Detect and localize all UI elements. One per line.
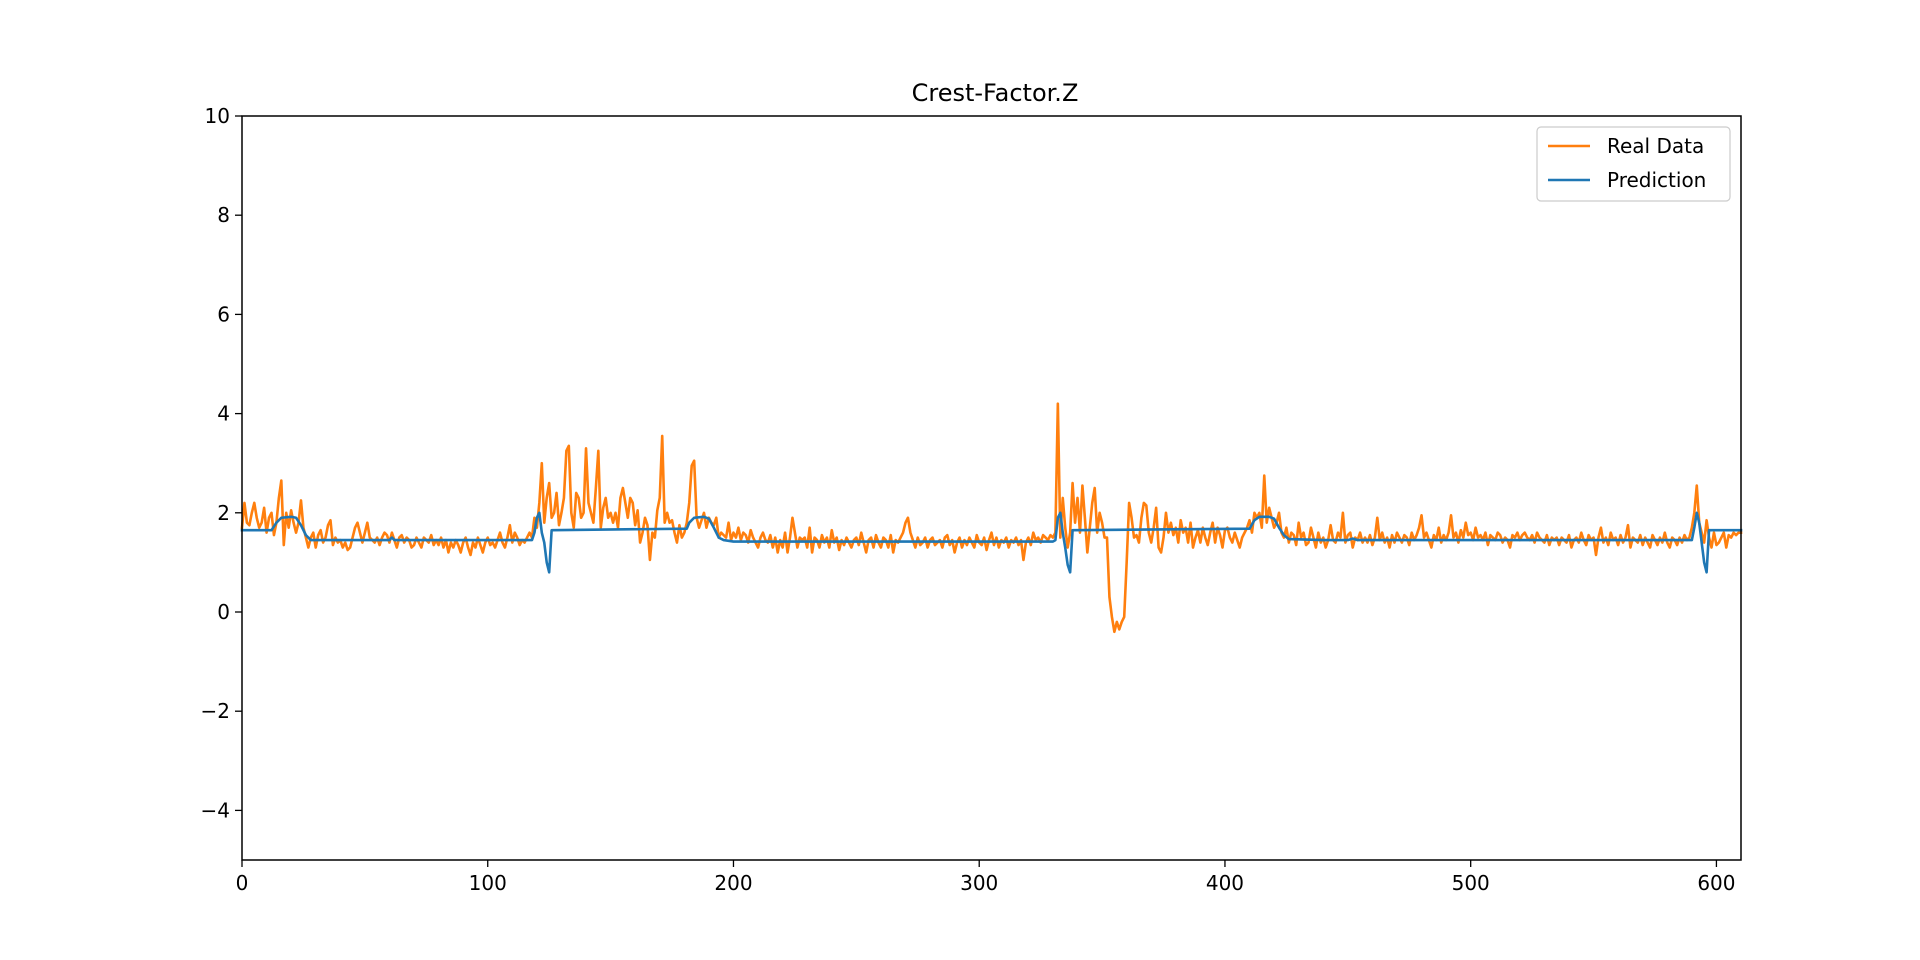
- y-tick-label: −2: [201, 699, 230, 723]
- y-tick-label: 0: [217, 600, 230, 624]
- x-tick-label: 0: [236, 871, 249, 895]
- y-tick-label: 2: [217, 501, 230, 525]
- legend: Real Data Prediction: [1536, 126, 1731, 202]
- y-tick-label: 4: [217, 402, 230, 426]
- series-line-prediction: [240, 511, 1743, 574]
- legend-label: Prediction: [1607, 168, 1706, 192]
- series-layer: [240, 402, 1743, 634]
- y-tick-label: 10: [205, 104, 230, 128]
- y-tick-label: 8: [217, 203, 230, 227]
- chart-title: Crest-Factor.Z: [912, 79, 1079, 107]
- x-tick-label: 400: [1206, 871, 1244, 895]
- legend-label: Real Data: [1607, 134, 1704, 158]
- series-line-real-data: [240, 402, 1743, 634]
- x-tick-label: 300: [960, 871, 998, 895]
- y-tick-label: −4: [201, 798, 230, 822]
- x-tick-label: 200: [714, 871, 752, 895]
- y-axis: −4 −2 0 2 4 6 8 10: [201, 104, 242, 822]
- x-axis: 0 100 200 300 400 500 600: [236, 860, 1736, 895]
- x-tick-label: 600: [1697, 871, 1735, 895]
- x-tick-label: 100: [469, 871, 507, 895]
- plot-frame: [241, 115, 1742, 861]
- x-tick-label: 500: [1452, 871, 1490, 895]
- y-tick-label: 6: [217, 302, 230, 326]
